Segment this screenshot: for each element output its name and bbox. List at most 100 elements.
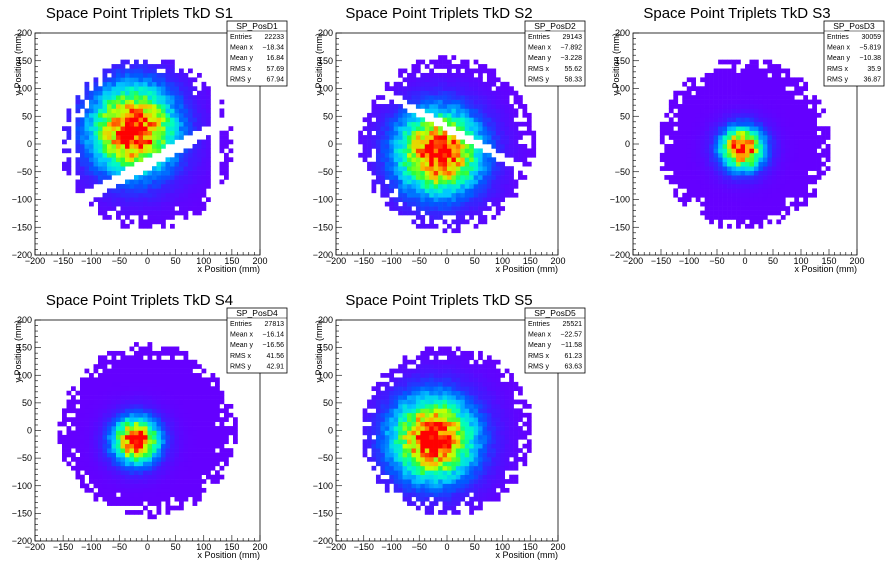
heatmap-bin <box>407 161 412 167</box>
heatmap-bin <box>740 206 746 211</box>
heatmap-bin <box>513 130 519 136</box>
heatmap-bin <box>89 175 94 180</box>
heatmap-bin <box>111 443 117 449</box>
heatmap-bin <box>134 183 139 189</box>
heatmap-bin <box>402 487 408 493</box>
heatmap-bin <box>192 430 198 436</box>
heatmap-bin <box>455 210 461 216</box>
heatmap-bin <box>762 175 768 180</box>
heatmap-bin <box>438 192 443 198</box>
heatmap-bin <box>767 183 773 189</box>
stats-label: Entries <box>230 34 252 41</box>
heatmap-bin <box>197 201 202 207</box>
heatmap-bin <box>93 439 99 445</box>
heatmap-bin <box>464 201 470 207</box>
heatmap-bin <box>424 86 430 92</box>
heatmap-bin <box>700 126 705 131</box>
heatmap-bin <box>713 112 719 118</box>
heatmap-bin <box>84 112 90 118</box>
heatmap-bin <box>138 461 144 467</box>
heatmap-bin <box>111 152 117 158</box>
heatmap-bin <box>753 108 759 114</box>
heatmap-bin <box>170 483 175 489</box>
heatmap-bin <box>686 86 692 92</box>
heatmap-bin <box>125 157 130 163</box>
heatmap-bin <box>803 117 809 123</box>
heatmap-bin <box>731 188 737 194</box>
heatmap-bin <box>156 395 162 400</box>
heatmap-bin <box>785 192 791 198</box>
heatmap-bin <box>407 373 412 378</box>
heatmap-bin <box>156 368 162 374</box>
heatmap-bin <box>192 373 198 378</box>
heatmap-bin <box>398 117 403 123</box>
heatmap-bin <box>704 148 710 154</box>
heatmap-bin <box>192 448 198 453</box>
heatmap-bin <box>491 68 497 74</box>
heatmap-bin <box>785 68 791 74</box>
heatmap-bin <box>384 135 390 140</box>
heatmap-bin <box>407 417 412 422</box>
heatmap-bin <box>201 448 207 453</box>
heatmap-bin <box>66 112 72 118</box>
heatmap-bin <box>740 148 746 154</box>
heatmap-bin <box>812 152 817 158</box>
heatmap-bin <box>143 474 148 480</box>
heatmap-bin <box>398 197 403 203</box>
heatmap-bin <box>758 72 764 78</box>
heatmap-bin <box>745 68 750 74</box>
heatmap-bin <box>749 81 755 87</box>
heatmap-bin <box>188 421 193 427</box>
heatmap-bin <box>170 210 175 216</box>
heatmap-bin <box>482 175 488 180</box>
heatmap-bin <box>183 201 189 207</box>
heatmap-bin <box>210 474 216 480</box>
heatmap-bin <box>691 126 697 131</box>
heatmap-bin <box>111 439 117 445</box>
heatmap-bin <box>695 130 701 136</box>
heatmap-bin <box>375 108 381 114</box>
heatmap-bin <box>152 395 157 400</box>
heatmap-bin <box>491 161 497 167</box>
heatmap-bin <box>201 377 207 383</box>
heatmap-bin <box>691 86 697 92</box>
heatmap-bin <box>215 386 220 392</box>
heatmap-bin <box>731 157 737 163</box>
heatmap-bin <box>147 346 153 352</box>
heatmap-bin <box>147 175 153 180</box>
heatmap-bin <box>749 68 755 74</box>
heatmap-bin <box>165 483 171 489</box>
heatmap-bin <box>704 121 710 127</box>
heatmap-bin <box>179 421 184 427</box>
heatmap-bin <box>393 148 399 154</box>
heatmap-bin <box>197 104 202 109</box>
heatmap-bin <box>174 179 180 185</box>
heatmap-bin <box>215 474 220 480</box>
heatmap-bin <box>469 68 474 74</box>
heatmap-bin <box>464 179 470 185</box>
heatmap-bin <box>486 197 492 203</box>
heatmap-bin <box>129 68 135 74</box>
heatmap-bin <box>367 439 372 445</box>
heatmap-bin <box>170 434 175 440</box>
heatmap-bin <box>201 183 207 189</box>
heatmap-bin <box>98 117 103 123</box>
heatmap-bin <box>120 408 126 414</box>
heatmap-bin <box>429 99 434 105</box>
heatmap-bin <box>156 465 162 471</box>
heatmap-bin <box>66 148 72 154</box>
heatmap-bin <box>125 192 130 198</box>
heatmap-bin <box>478 179 483 185</box>
heatmap-bin <box>66 126 72 131</box>
heatmap-bin <box>762 192 768 198</box>
heatmap-bin <box>513 192 519 198</box>
heatmap-bin <box>402 381 408 387</box>
heatmap-bin <box>429 395 434 400</box>
heatmap-bin <box>75 130 81 136</box>
heatmap-bin <box>367 426 372 431</box>
heatmap-bin <box>762 59 768 65</box>
heatmap-bin <box>682 197 688 203</box>
heatmap-bin <box>129 139 135 145</box>
heatmap-bin <box>509 126 514 131</box>
heatmap-bin <box>771 152 777 158</box>
